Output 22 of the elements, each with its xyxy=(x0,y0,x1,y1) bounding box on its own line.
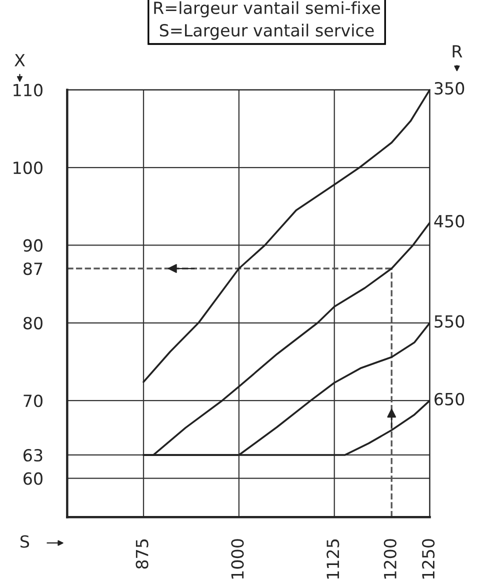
x-tick-label: 1200 xyxy=(384,539,396,579)
x-tick-label: 875 xyxy=(136,539,148,569)
y-tick-label: 110 xyxy=(14,84,42,96)
text: S=Largeur vantail service xyxy=(160,24,374,40)
x-tick-label: 1000 xyxy=(231,539,244,579)
y-tick-label: 87 xyxy=(23,262,42,276)
y2-axis-title: R xyxy=(452,45,462,58)
y-tick-label: 100 xyxy=(14,161,42,174)
y-tick-label: 80 xyxy=(23,316,42,330)
x-axis-title: S xyxy=(20,535,30,548)
y-tick-label: 63 xyxy=(24,448,42,462)
series-label: 650 xyxy=(434,392,464,406)
legend-label: 350 xyxy=(434,82,464,95)
y-tick-label: 70 xyxy=(24,394,42,408)
x-tick-label: 1250 xyxy=(422,539,435,579)
y-axis-title: X xyxy=(14,54,25,66)
x-tick-label: 1125 xyxy=(326,539,340,579)
y-tick-label: 60 xyxy=(24,472,42,485)
series-label: 450 xyxy=(434,214,464,228)
y-tick-label: 90 xyxy=(23,239,42,252)
series-label: 550 xyxy=(434,315,464,328)
text: R=largeur vantail semi-fixe xyxy=(154,1,380,18)
